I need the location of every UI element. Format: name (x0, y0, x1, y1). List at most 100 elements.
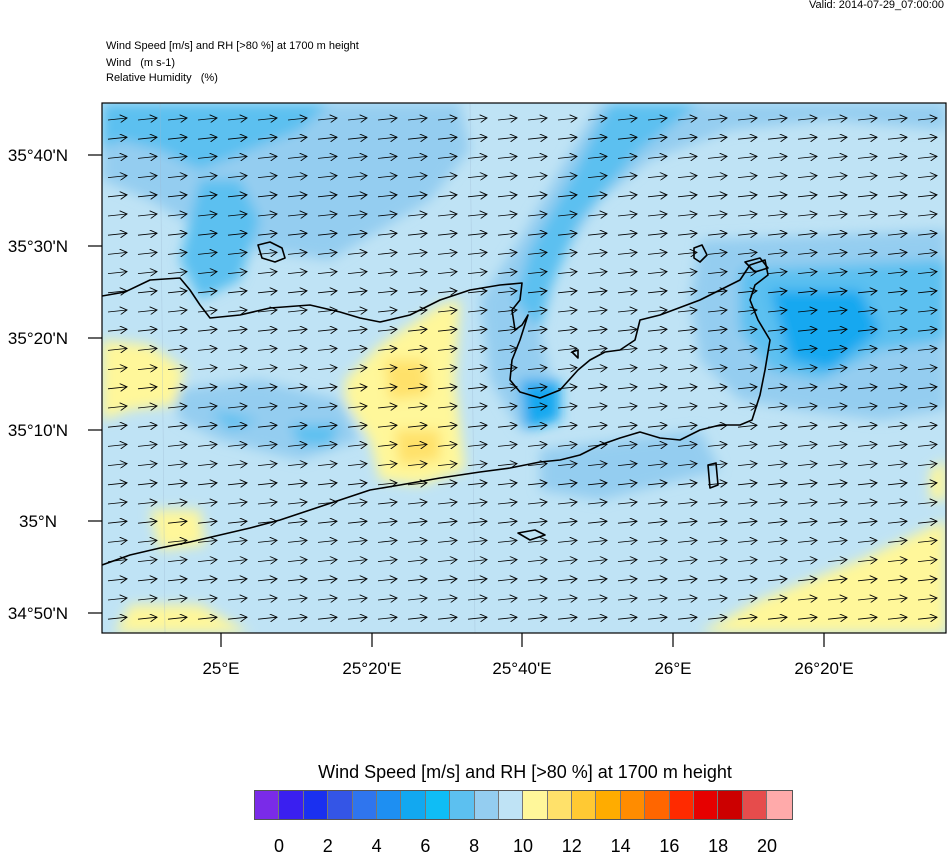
wind-arrow (407, 176, 427, 178)
wind-arrow (827, 156, 847, 158)
wind-arrow (857, 425, 877, 427)
wind-arrow (797, 540, 817, 542)
wind-arrow (887, 348, 907, 350)
wind-arrow (647, 464, 667, 466)
wind-arrow (257, 579, 277, 581)
lon-label: 25°E (202, 659, 239, 678)
wind-arrow (587, 118, 607, 120)
wind-arrow (167, 521, 187, 523)
wind-arrow (737, 406, 757, 408)
wind-arrow (197, 483, 217, 485)
wind-arrow (587, 272, 607, 274)
color-bar-swatch (255, 791, 280, 819)
wind-arrow (557, 406, 577, 408)
wind-arrow (827, 579, 847, 581)
wind-arrow (107, 598, 127, 600)
wind-arrow (437, 214, 457, 216)
wind-arrow (557, 598, 577, 600)
wind-arrow (677, 579, 697, 581)
wind-arrow (227, 444, 247, 446)
wind-arrow (917, 502, 937, 504)
legend-title: Wind Speed [m/s] and RH [>80 %] at 1700 … (318, 762, 732, 782)
wind-arrow (167, 540, 187, 542)
wind-arrow (887, 406, 907, 408)
valid-time: Valid: 2014-07-29_07:00:00 (809, 0, 944, 11)
color-bar-label: 20 (756, 836, 778, 856)
wind-arrow (617, 233, 637, 235)
wind-arrow (167, 368, 187, 370)
wind-arrow (197, 502, 217, 504)
wind-arrow (167, 348, 187, 350)
wind-arrow (617, 176, 637, 178)
wind-arrow (107, 444, 127, 446)
wind-arrow (587, 540, 607, 542)
wind-arrow (617, 406, 637, 408)
wind-arrow (347, 464, 367, 466)
wind-arrow (557, 176, 577, 178)
wind-arrow (377, 291, 397, 293)
wind-arrow (317, 233, 337, 235)
color-bar-swatch (498, 791, 524, 819)
wind-arrow (497, 252, 517, 254)
wind-arrow (227, 272, 247, 274)
wind-arrow (287, 291, 307, 293)
color-bar-swatch (474, 791, 499, 819)
wind-arrow (857, 348, 877, 350)
wind-arrow (707, 156, 727, 158)
wind-arrow (887, 598, 907, 600)
wind-arrow (107, 291, 127, 293)
wind-arrow (617, 579, 637, 581)
wind-arrow (107, 464, 127, 466)
wind-arrow (647, 502, 667, 504)
wind-arrow (347, 156, 367, 158)
wind-arrow (707, 137, 727, 139)
wind-arrow (347, 195, 367, 197)
wind-arrow (437, 444, 457, 446)
wind-arrow (887, 176, 907, 178)
wind-arrow (917, 483, 937, 485)
lat-label: 34°50'N (8, 604, 68, 623)
wind-arrow (287, 425, 307, 427)
wind-arrow (257, 137, 277, 139)
wind-arrow (677, 617, 697, 619)
wind-arrow (737, 368, 757, 370)
wind-arrow (557, 272, 577, 274)
wind-arrow (617, 214, 637, 216)
wind-arrow (377, 387, 397, 389)
wind-arrow (887, 137, 907, 139)
wind-arrow (497, 291, 517, 293)
wind-arrow (857, 406, 877, 408)
wind-arrow (137, 464, 157, 466)
wind-arrow (347, 214, 367, 216)
wind-arrow (317, 560, 337, 562)
wind-arrow (227, 252, 247, 254)
wind-arrow (797, 137, 817, 139)
wind-arrow (377, 579, 397, 581)
wind-arrow (317, 521, 337, 523)
wind-arrow (347, 540, 367, 542)
wind-arrow (797, 176, 817, 178)
wind-arrow (437, 233, 457, 235)
wind-arrow (677, 272, 697, 274)
wind-arrow (107, 368, 127, 370)
wind-arrow (797, 329, 817, 331)
color-bar-label: 0 (273, 836, 284, 856)
wind-arrow (137, 118, 157, 120)
wind-arrow (137, 176, 157, 178)
wind-arrow (497, 425, 517, 427)
wind-arrow (467, 387, 487, 389)
wind-arrow (587, 521, 607, 523)
map-frame (101, 102, 947, 634)
wind-arrow (737, 272, 757, 274)
wind-arrow (347, 617, 367, 619)
wind-arrow (587, 406, 607, 408)
wind-arrow (557, 252, 577, 254)
wind-arrow (167, 291, 187, 293)
color-bar-swatch (279, 791, 304, 819)
wind-arrow (287, 598, 307, 600)
wind-arrow (737, 137, 757, 139)
wind-arrow (377, 272, 397, 274)
wind-arrow (287, 502, 307, 504)
wind-arrow (317, 348, 337, 350)
wind-arrow (167, 137, 187, 139)
